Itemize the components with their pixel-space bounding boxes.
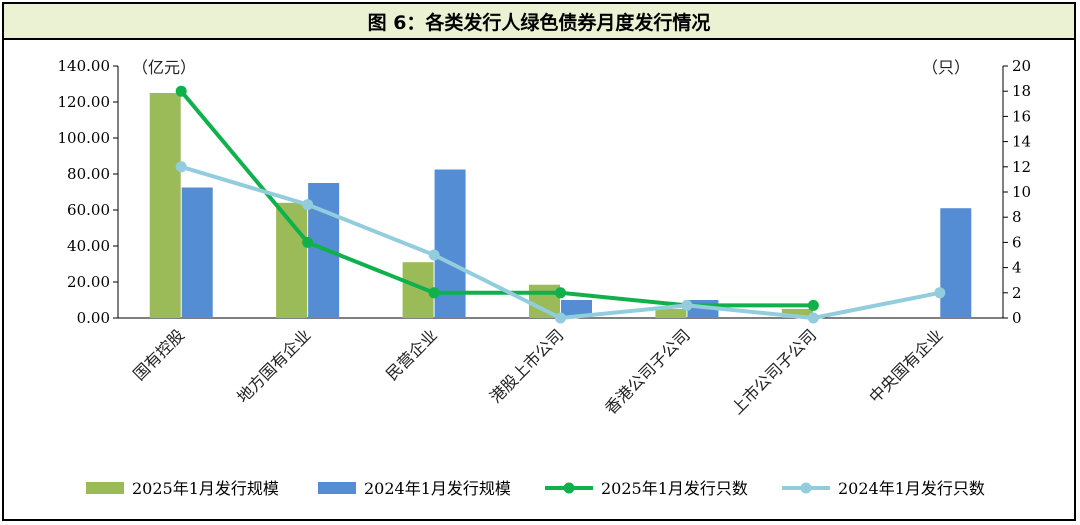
legend-label: 2025年1月发行规模 [132, 479, 279, 498]
line-point [302, 199, 314, 211]
legend-swatch-marker [800, 482, 812, 494]
left-tick-label: 120.00 [58, 93, 111, 111]
line-point [302, 236, 314, 248]
right-tick-label: 10 [1012, 183, 1031, 201]
right-tick-label: 6 [1012, 233, 1022, 251]
bar [655, 309, 687, 318]
category-label: 港股上市公司 [486, 325, 567, 406]
line-point [807, 312, 819, 324]
category-label: 国有控股 [129, 325, 188, 384]
right-tick-label: 12 [1012, 158, 1031, 176]
bar [149, 93, 181, 318]
right-tick-label: 2 [1012, 284, 1022, 302]
right-tick-label: 4 [1012, 259, 1022, 277]
left-tick-label: 140.00 [58, 57, 111, 75]
line-point [934, 287, 946, 299]
left-tick-label: 60.00 [67, 201, 110, 219]
bar [561, 300, 592, 318]
right-tick-label: 18 [1012, 82, 1031, 100]
category-label: 地方国有企业 [233, 325, 314, 406]
bar [940, 208, 972, 318]
legend-label: 2024年1月发行只数 [838, 479, 985, 498]
legend-swatch-marker [563, 482, 575, 494]
right-tick-label: 20 [1012, 57, 1031, 75]
line-point [428, 287, 440, 299]
left-tick-label: 0.00 [77, 309, 110, 327]
right-tick-label: 0 [1012, 309, 1022, 327]
right-tick-label: 14 [1012, 133, 1031, 151]
line-point [428, 249, 440, 261]
legend-label: 2024年1月发行规模 [364, 479, 511, 498]
bar [529, 284, 560, 318]
chart-title: 图 6：各类发行人绿色债券月度发行情况 [4, 4, 1074, 40]
line-point [175, 161, 187, 173]
category-label: 上市公司子公司 [728, 325, 821, 418]
right-unit-label: （只） [922, 58, 970, 77]
left-unit-label: （亿元） [132, 58, 196, 77]
bar [434, 169, 466, 318]
line-point [555, 287, 566, 299]
category-label: 香港公司子公司 [601, 325, 694, 418]
line-point [807, 299, 819, 311]
legend-label: 2025年1月发行只数 [601, 479, 748, 498]
right-tick-label: 16 [1012, 107, 1031, 125]
left-tick-label: 100.00 [58, 129, 111, 147]
left-tick-label: 40.00 [67, 237, 110, 255]
legend-swatch-bar [318, 482, 356, 494]
line-point [175, 85, 187, 97]
category-label: 民营企业 [382, 325, 441, 384]
bar [181, 187, 213, 318]
legend-swatch-bar [86, 482, 124, 494]
line-point [681, 299, 693, 311]
bar [276, 202, 308, 318]
right-tick-label: 8 [1012, 208, 1022, 226]
left-tick-label: 20.00 [67, 273, 110, 291]
bar [781, 309, 813, 318]
left-tick-label: 80.00 [67, 165, 110, 183]
line-point [555, 312, 566, 324]
series-line [179, 89, 814, 308]
category-label: 中央国有企业 [865, 325, 946, 406]
